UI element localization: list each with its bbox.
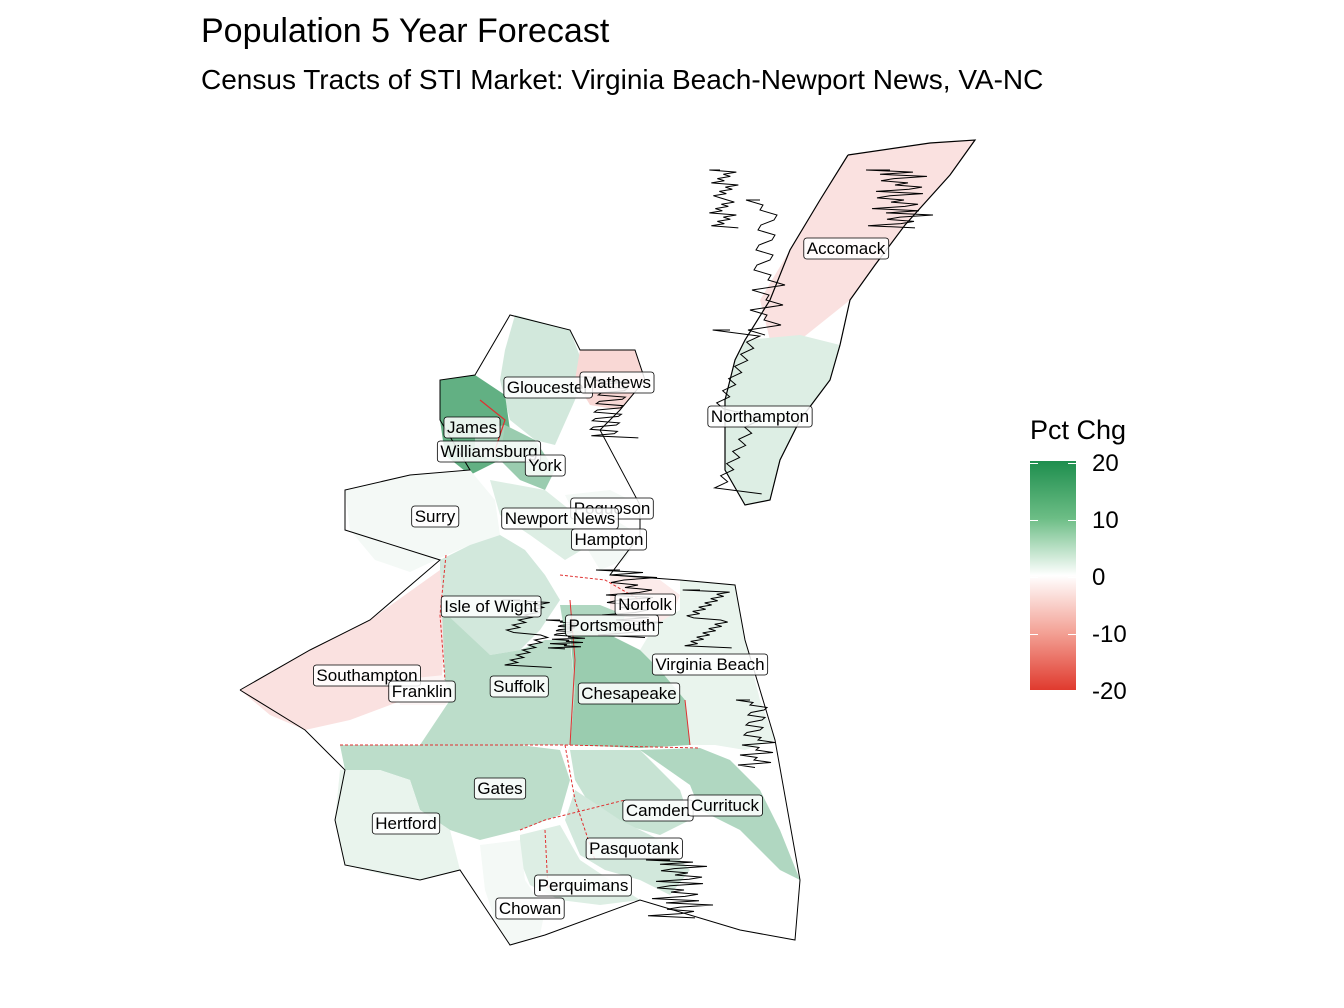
legend-tick-mark xyxy=(1030,520,1038,521)
label-currituck: Currituck xyxy=(687,794,763,817)
label-portsmouth: Portsmouth xyxy=(565,614,659,637)
label-mathews: Mathews xyxy=(579,371,655,394)
label-gates: Gates xyxy=(473,777,527,800)
svg-text:Virginia Beach: Virginia Beach xyxy=(655,655,764,674)
svg-text:Surry: Surry xyxy=(415,507,456,526)
label-williamsburg: Williamsburg xyxy=(436,440,542,463)
region-gates xyxy=(340,745,570,840)
coastline-detail-10 xyxy=(865,169,934,229)
svg-text:Chesapeake: Chesapeake xyxy=(581,684,676,703)
label-accomack: Accomack xyxy=(803,237,890,260)
svg-text:James: James xyxy=(447,418,497,437)
svg-text:Pasquotank: Pasquotank xyxy=(589,839,679,858)
label-isle-of-wight: Isle of Wight xyxy=(440,595,542,618)
coastline-detail-0 xyxy=(745,199,786,336)
label-hertford: Hertford xyxy=(371,812,441,835)
svg-text:Hampton: Hampton xyxy=(575,530,644,549)
label-norfolk: Norfolk xyxy=(614,593,676,616)
region-isle-of-wight xyxy=(440,535,560,655)
svg-text:Currituck: Currituck xyxy=(691,796,760,815)
legend-tick-label: 0 xyxy=(1092,564,1106,591)
legend-tick-label: 20 xyxy=(1092,450,1119,477)
legend-tick-label: -10 xyxy=(1092,621,1127,648)
label-newport-news: Newport News xyxy=(501,507,619,530)
label-camden: Camden xyxy=(622,799,694,822)
legend-tick-label: -20 xyxy=(1092,678,1127,705)
label-hampton: Hampton xyxy=(571,528,647,551)
svg-text:Williamsburg: Williamsburg xyxy=(440,442,537,461)
label-york: York xyxy=(524,454,566,477)
svg-text:York: York xyxy=(528,456,562,475)
svg-text:Norfolk: Norfolk xyxy=(618,595,672,614)
label-pasquotank: Pasquotank xyxy=(585,837,683,860)
legend-tick-mark xyxy=(1068,577,1076,578)
legend-tick-mark xyxy=(1068,634,1076,635)
coastline-detail-5 xyxy=(735,699,776,768)
svg-text:Chowan: Chowan xyxy=(499,899,561,918)
svg-text:Southampton: Southampton xyxy=(316,666,417,685)
svg-text:Camden: Camden xyxy=(626,801,690,820)
coastline-detail-9 xyxy=(709,169,739,229)
label-chowan: Chowan xyxy=(495,897,565,920)
svg-text:Mathews: Mathews xyxy=(583,373,651,392)
svg-text:Isle of Wight: Isle of Wight xyxy=(444,597,538,616)
label-virginia-beach: Virginia Beach xyxy=(651,653,769,676)
legend-tick-mark xyxy=(1030,577,1038,578)
svg-text:Perquimans: Perquimans xyxy=(538,876,629,895)
svg-text:Accomack: Accomack xyxy=(807,239,886,258)
label-chesapeake: Chesapeake xyxy=(577,682,681,705)
legend-tick-mark xyxy=(1068,463,1076,464)
legend-title: Pct Chg xyxy=(1030,415,1127,445)
legend-tick-label: 10 xyxy=(1092,507,1119,534)
legend-tick-mark xyxy=(1068,520,1076,521)
coastline-detail-8 xyxy=(645,859,714,919)
map-title: Population 5 Year Forecast xyxy=(201,12,610,50)
legend-tick-mark xyxy=(1030,691,1038,692)
legend-tick-mark xyxy=(1030,634,1038,635)
region-southampton xyxy=(240,570,445,730)
map-subtitle: Census Tracts of STI Market: Virginia Be… xyxy=(201,64,1044,95)
legend-colorbar xyxy=(1030,461,1076,690)
label-suffolk: Suffolk xyxy=(489,675,549,698)
legend-tick-mark xyxy=(1068,691,1076,692)
svg-text:Hertford: Hertford xyxy=(375,814,436,833)
svg-text:Franklin: Franklin xyxy=(392,682,452,701)
label-perquimans: Perquimans xyxy=(534,874,632,897)
svg-text:Gates: Gates xyxy=(477,779,522,798)
svg-text:Northampton: Northampton xyxy=(711,407,809,426)
label-gloucester: Gloucester xyxy=(503,376,593,399)
svg-text:Gloucester: Gloucester xyxy=(507,378,590,397)
label-surry: Surry xyxy=(411,505,460,528)
label-franklin: Franklin xyxy=(388,680,456,703)
svg-text:Newport News: Newport News xyxy=(505,509,616,528)
coastline-detail-4 xyxy=(682,589,732,649)
legend-tick-mark xyxy=(1030,463,1038,464)
svg-text:Suffolk: Suffolk xyxy=(493,677,545,696)
svg-text:Portsmouth: Portsmouth xyxy=(569,616,656,635)
label-northampton: Northampton xyxy=(707,405,813,428)
label-james: James xyxy=(443,416,501,439)
